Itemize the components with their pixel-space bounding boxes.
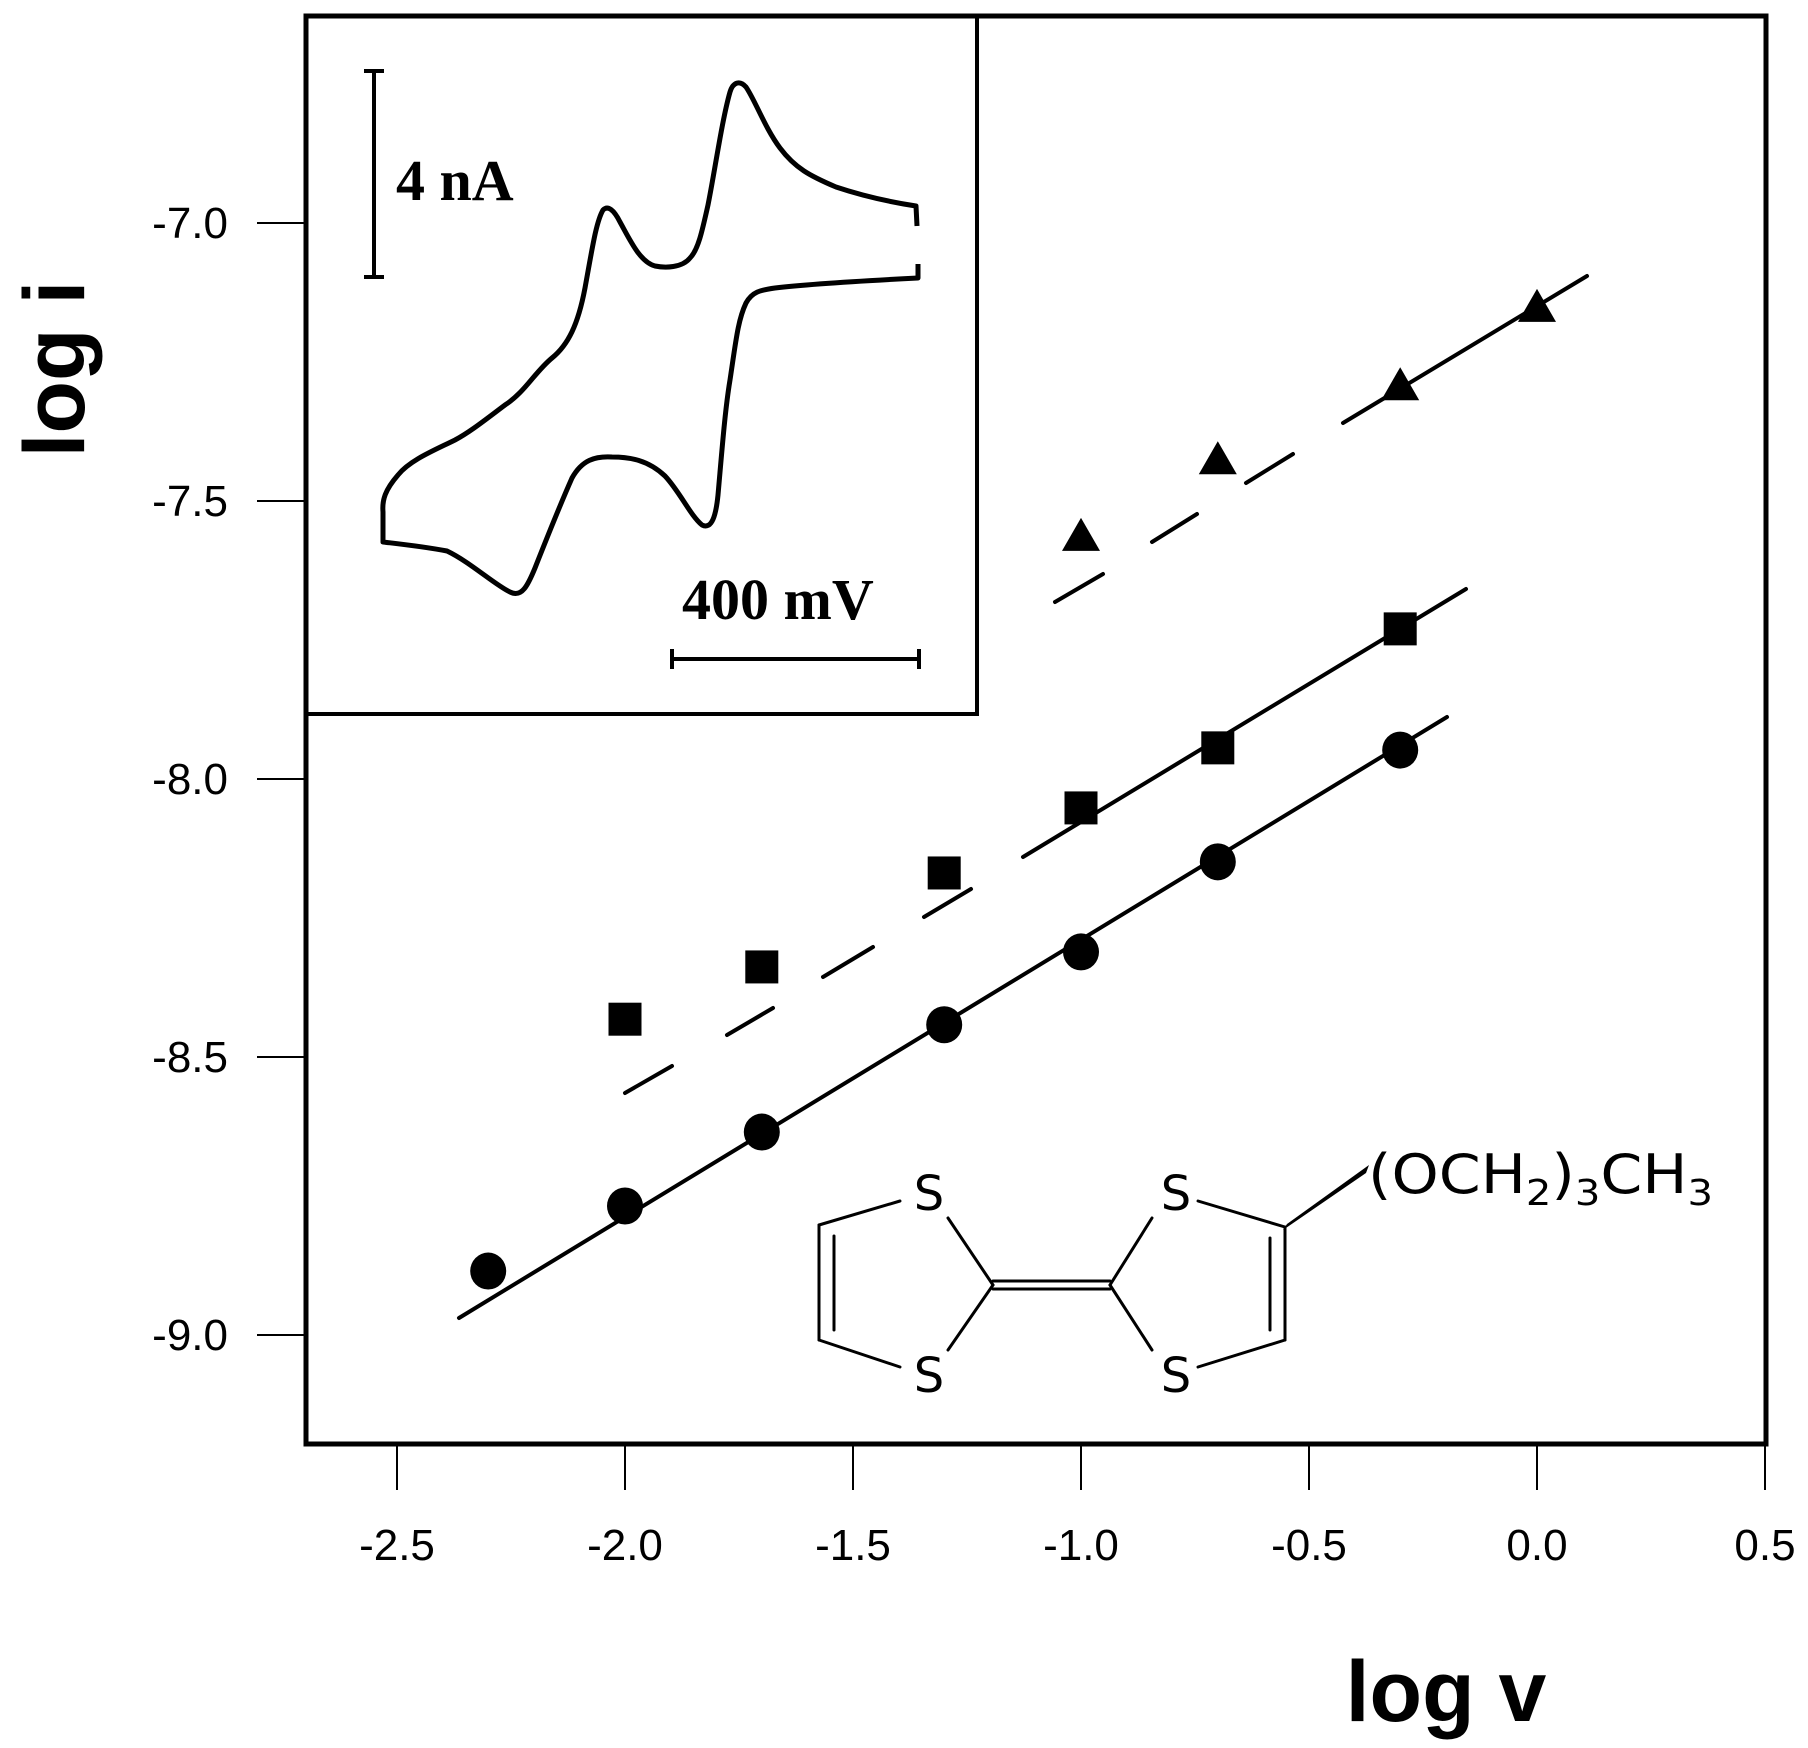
data-markers [470,288,1556,1290]
x-tick-label: 0.0 [1506,1521,1567,1570]
x-axis-title: log v [1346,1644,1547,1740]
square-fit-dash [922,887,973,919]
current-scale-label: 4 nA [396,148,514,213]
y-axis [257,222,306,1336]
y-tick-label: -8.0 [152,755,228,804]
circle-marker [926,1006,963,1044]
potential-scale-bar [670,649,921,669]
triangle-fit-dash [1244,452,1295,485]
square-marker [1064,791,1098,825]
x-tick-label: -2.5 [359,1521,435,1570]
sulfur-atom: S [914,1166,944,1222]
sulfur-atom: S [1161,1348,1191,1404]
cv-curve [380,80,921,596]
inset-cv: 4 nA 400 mV [306,16,979,716]
circle-marker [470,1252,507,1290]
substituent-label: (OCH 2)3CH 3 [1368,1143,1713,1214]
triangle-marker [1381,367,1420,401]
square-fit-dash [623,1064,674,1095]
square-fit-dash [725,1006,775,1037]
square-marker [745,950,779,984]
circle-marker [607,1187,643,1225]
y-tick-label: -7.0 [152,199,228,248]
square-marker [927,856,961,890]
triangle-marker [1518,288,1556,322]
x-tick-label: -0.5 [1271,1521,1347,1570]
triangle-fit-line [1341,274,1589,425]
triangle-marker [1198,441,1237,475]
square-marker [1201,731,1235,765]
square-marker [608,1002,642,1036]
current-scale-bar [364,69,384,279]
triangle-marker [1062,517,1100,551]
plot-frame [303,13,1769,1447]
square-fit-dash [821,945,875,979]
x-axis [396,1444,1766,1490]
y-tick-label: -7.5 [152,477,228,526]
y-tick-label: -9.0 [152,1311,228,1360]
bold-bond [1283,1165,1369,1230]
potential-scale-label: 400 mV [682,567,874,632]
x-tick-label: 0.5 [1734,1521,1795,1570]
circle-marker [1382,731,1419,769]
inset-frame [306,16,979,716]
square-marker [1383,612,1417,646]
y-tick-label: -8.5 [152,1033,228,1082]
y-axis-title: log i [7,281,103,458]
x-tick-label: -2.0 [587,1521,663,1570]
circle-marker [743,1113,780,1151]
x-tick-label: -1.5 [815,1521,891,1570]
circle-marker [1199,843,1236,881]
circle-marker [1063,933,1099,971]
sulfur-atom: S [1161,1166,1191,1222]
x-tick-label: -1.0 [1043,1521,1119,1570]
triangle-fit-dash [1053,572,1105,604]
triangle-fit-dash [1150,512,1199,544]
x-tick-labels: -2.5 -2.0 -1.5 -1.0 -0.5 0.0 0.5 [359,1521,1796,1570]
molecule-structure: S S S S (OCH 2)3CH 3 [817,1143,1713,1404]
sulfur-atom: S [914,1348,944,1404]
y-tick-labels: -7.0 -7.5 -8.0 -8.5 -9.0 [152,199,228,1360]
